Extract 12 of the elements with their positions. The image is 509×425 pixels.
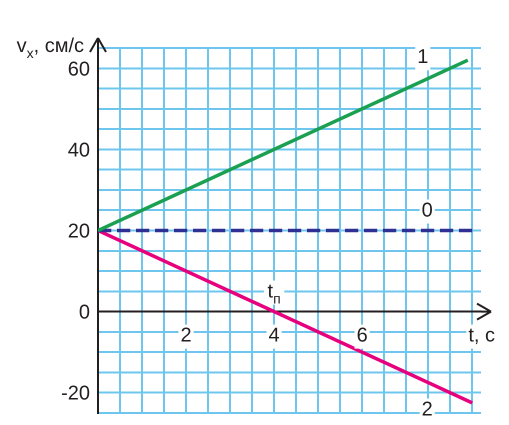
x-axis-title: t, с bbox=[468, 324, 495, 347]
series-label: 1 bbox=[417, 46, 428, 68]
y-tick-label: 60 bbox=[68, 58, 90, 80]
x-tick-label: 4 bbox=[268, 324, 280, 347]
x-tick-label: 2 bbox=[180, 324, 192, 347]
y-tick-label: 0 bbox=[78, 302, 90, 324]
y-tick-label: -20 bbox=[61, 382, 90, 405]
x-tick-label: 6 bbox=[356, 324, 368, 347]
series-label: 0 bbox=[422, 200, 433, 222]
y-tick-label: 40 bbox=[68, 139, 90, 162]
y-tick-label: 20 bbox=[68, 220, 90, 242]
series-label: 2 bbox=[422, 398, 433, 421]
